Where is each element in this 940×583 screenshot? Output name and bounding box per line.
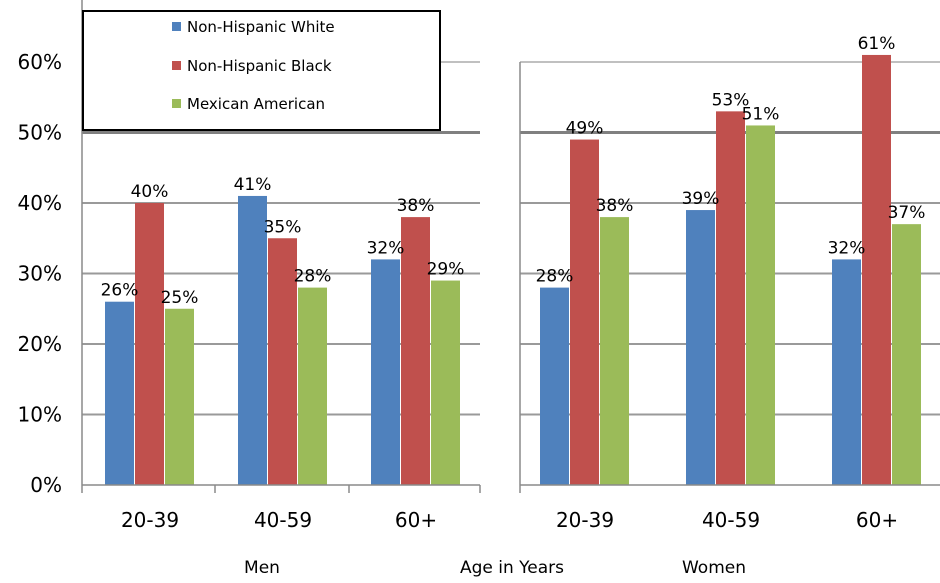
category-label: 40-59 — [702, 508, 760, 532]
legend: Non-Hispanic White Non-Hispanic Black Me… — [82, 10, 441, 131]
panel-caption-men: Men — [244, 558, 280, 578]
category-label: 20-39 — [121, 508, 179, 532]
data-labels: 26% 40% 25% 41% 35% 28% 32% 38% 29% 28% 49% 38% 39% 5… — [101, 34, 926, 308]
data-label: 38% — [397, 196, 435, 216]
bar — [862, 54, 891, 485]
category-label: 20-39 — [556, 508, 614, 532]
data-label: 37% — [888, 203, 926, 223]
legend-label-white: Non-Hispanic White — [187, 18, 335, 36]
legend-swatch-mexican — [172, 99, 181, 108]
bar — [540, 287, 569, 485]
bar — [165, 308, 194, 485]
y-tick-label: 0% — [30, 473, 62, 497]
y-axis-ticks: 0% 10% 20% 30% 40% 50% 60% — [18, 50, 62, 497]
bar — [746, 125, 775, 485]
y-tick-label: 60% — [18, 50, 62, 74]
data-label: 35% — [264, 217, 302, 237]
bars — [105, 54, 921, 486]
bar — [135, 203, 164, 485]
bar — [268, 238, 297, 485]
data-label: 41% — [234, 175, 272, 195]
panel-caption-women: Women — [682, 558, 746, 578]
legend-label-black: Non-Hispanic Black — [187, 57, 332, 75]
data-label: 61% — [858, 34, 896, 54]
bar — [686, 210, 715, 486]
category-label: 60+ — [856, 508, 898, 532]
bar — [401, 217, 430, 485]
x-axis-title: Age in Years — [460, 558, 564, 578]
legend-swatch-white — [172, 22, 181, 31]
bar — [600, 217, 629, 485]
bar — [105, 301, 134, 485]
bar — [892, 224, 921, 485]
category-label: 60+ — [395, 508, 437, 532]
data-label: 39% — [682, 189, 720, 209]
y-tick-label: 10% — [18, 403, 62, 427]
bar — [570, 139, 599, 486]
data-label: 32% — [367, 238, 405, 258]
bar — [431, 280, 460, 485]
data-label: 53% — [712, 90, 750, 110]
bar — [832, 259, 861, 485]
data-label: 49% — [566, 119, 604, 139]
category-labels: 20-39 40-59 60+ 20-39 40-59 60+ — [121, 508, 898, 532]
data-label: 32% — [828, 238, 866, 258]
data-label: 28% — [294, 267, 332, 287]
y-tick-label: 50% — [18, 121, 62, 145]
data-label: 38% — [596, 196, 634, 216]
data-label: 26% — [101, 281, 139, 301]
y-tick-label: 20% — [18, 332, 62, 356]
category-label: 40-59 — [254, 508, 312, 532]
data-label: 51% — [742, 104, 780, 124]
data-label: 25% — [161, 288, 199, 308]
legend-swatch-black — [172, 61, 181, 70]
data-label: 28% — [536, 267, 574, 287]
data-label: 29% — [427, 260, 465, 280]
data-label: 40% — [131, 182, 169, 202]
bar — [716, 111, 745, 485]
legend-box — [82, 10, 441, 131]
y-tick-label: 40% — [18, 191, 62, 215]
bar — [371, 259, 400, 485]
legend-label-mexican: Mexican American — [187, 95, 325, 113]
bar — [238, 195, 267, 485]
y-tick-label: 30% — [18, 262, 62, 286]
bar — [298, 287, 327, 485]
